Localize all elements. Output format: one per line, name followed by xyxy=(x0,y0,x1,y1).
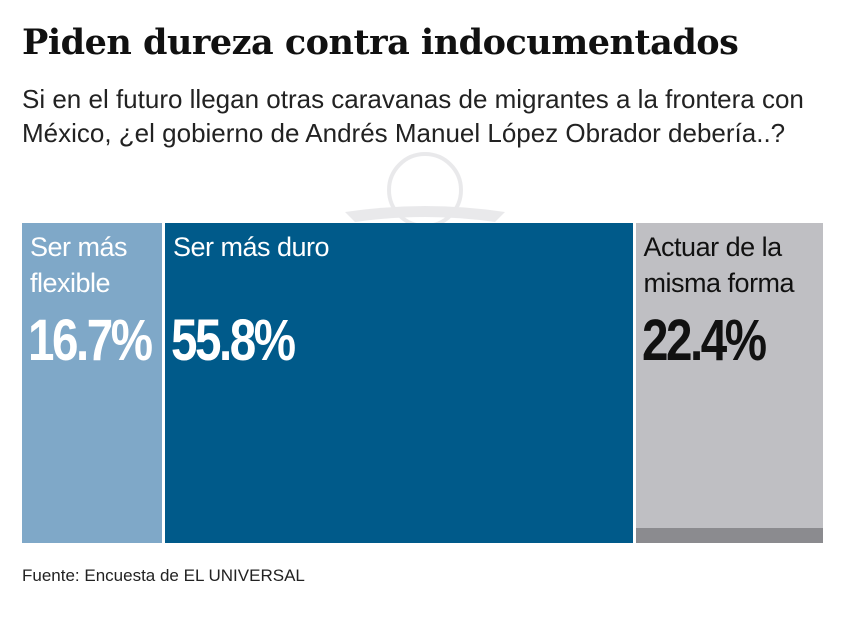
source-note: Fuente: Encuesta de EL UNIVERSAL xyxy=(22,566,305,585)
logo-watermark-icon xyxy=(345,152,505,228)
bar-value-label: 16.7% xyxy=(28,308,153,373)
bar-category-label: Ser más duro xyxy=(172,232,330,262)
chart-subtitle: Si en el futuro llegan otras caravanas d… xyxy=(22,84,804,148)
bar-2: Ser más duro 55.8% xyxy=(164,223,633,543)
bar-1: Ser más flexible 16.7% xyxy=(22,223,162,543)
bar-bottom-strip xyxy=(635,528,824,543)
bar-value-label: 22.4% xyxy=(641,308,767,373)
chart-title: Piden dureza contra indocumentados xyxy=(22,22,739,63)
bar-category-label: Ser más flexible xyxy=(30,232,128,298)
chart-area: Ser más flexible 16.7% Ser más duro 55.8% Ac… xyxy=(22,223,824,543)
bar-3: Actuar de la misma forma 22.4% xyxy=(635,223,824,543)
bar-value-label: 55.8% xyxy=(170,308,296,373)
bar-category-label: Actuar de la misma forma xyxy=(643,232,795,298)
